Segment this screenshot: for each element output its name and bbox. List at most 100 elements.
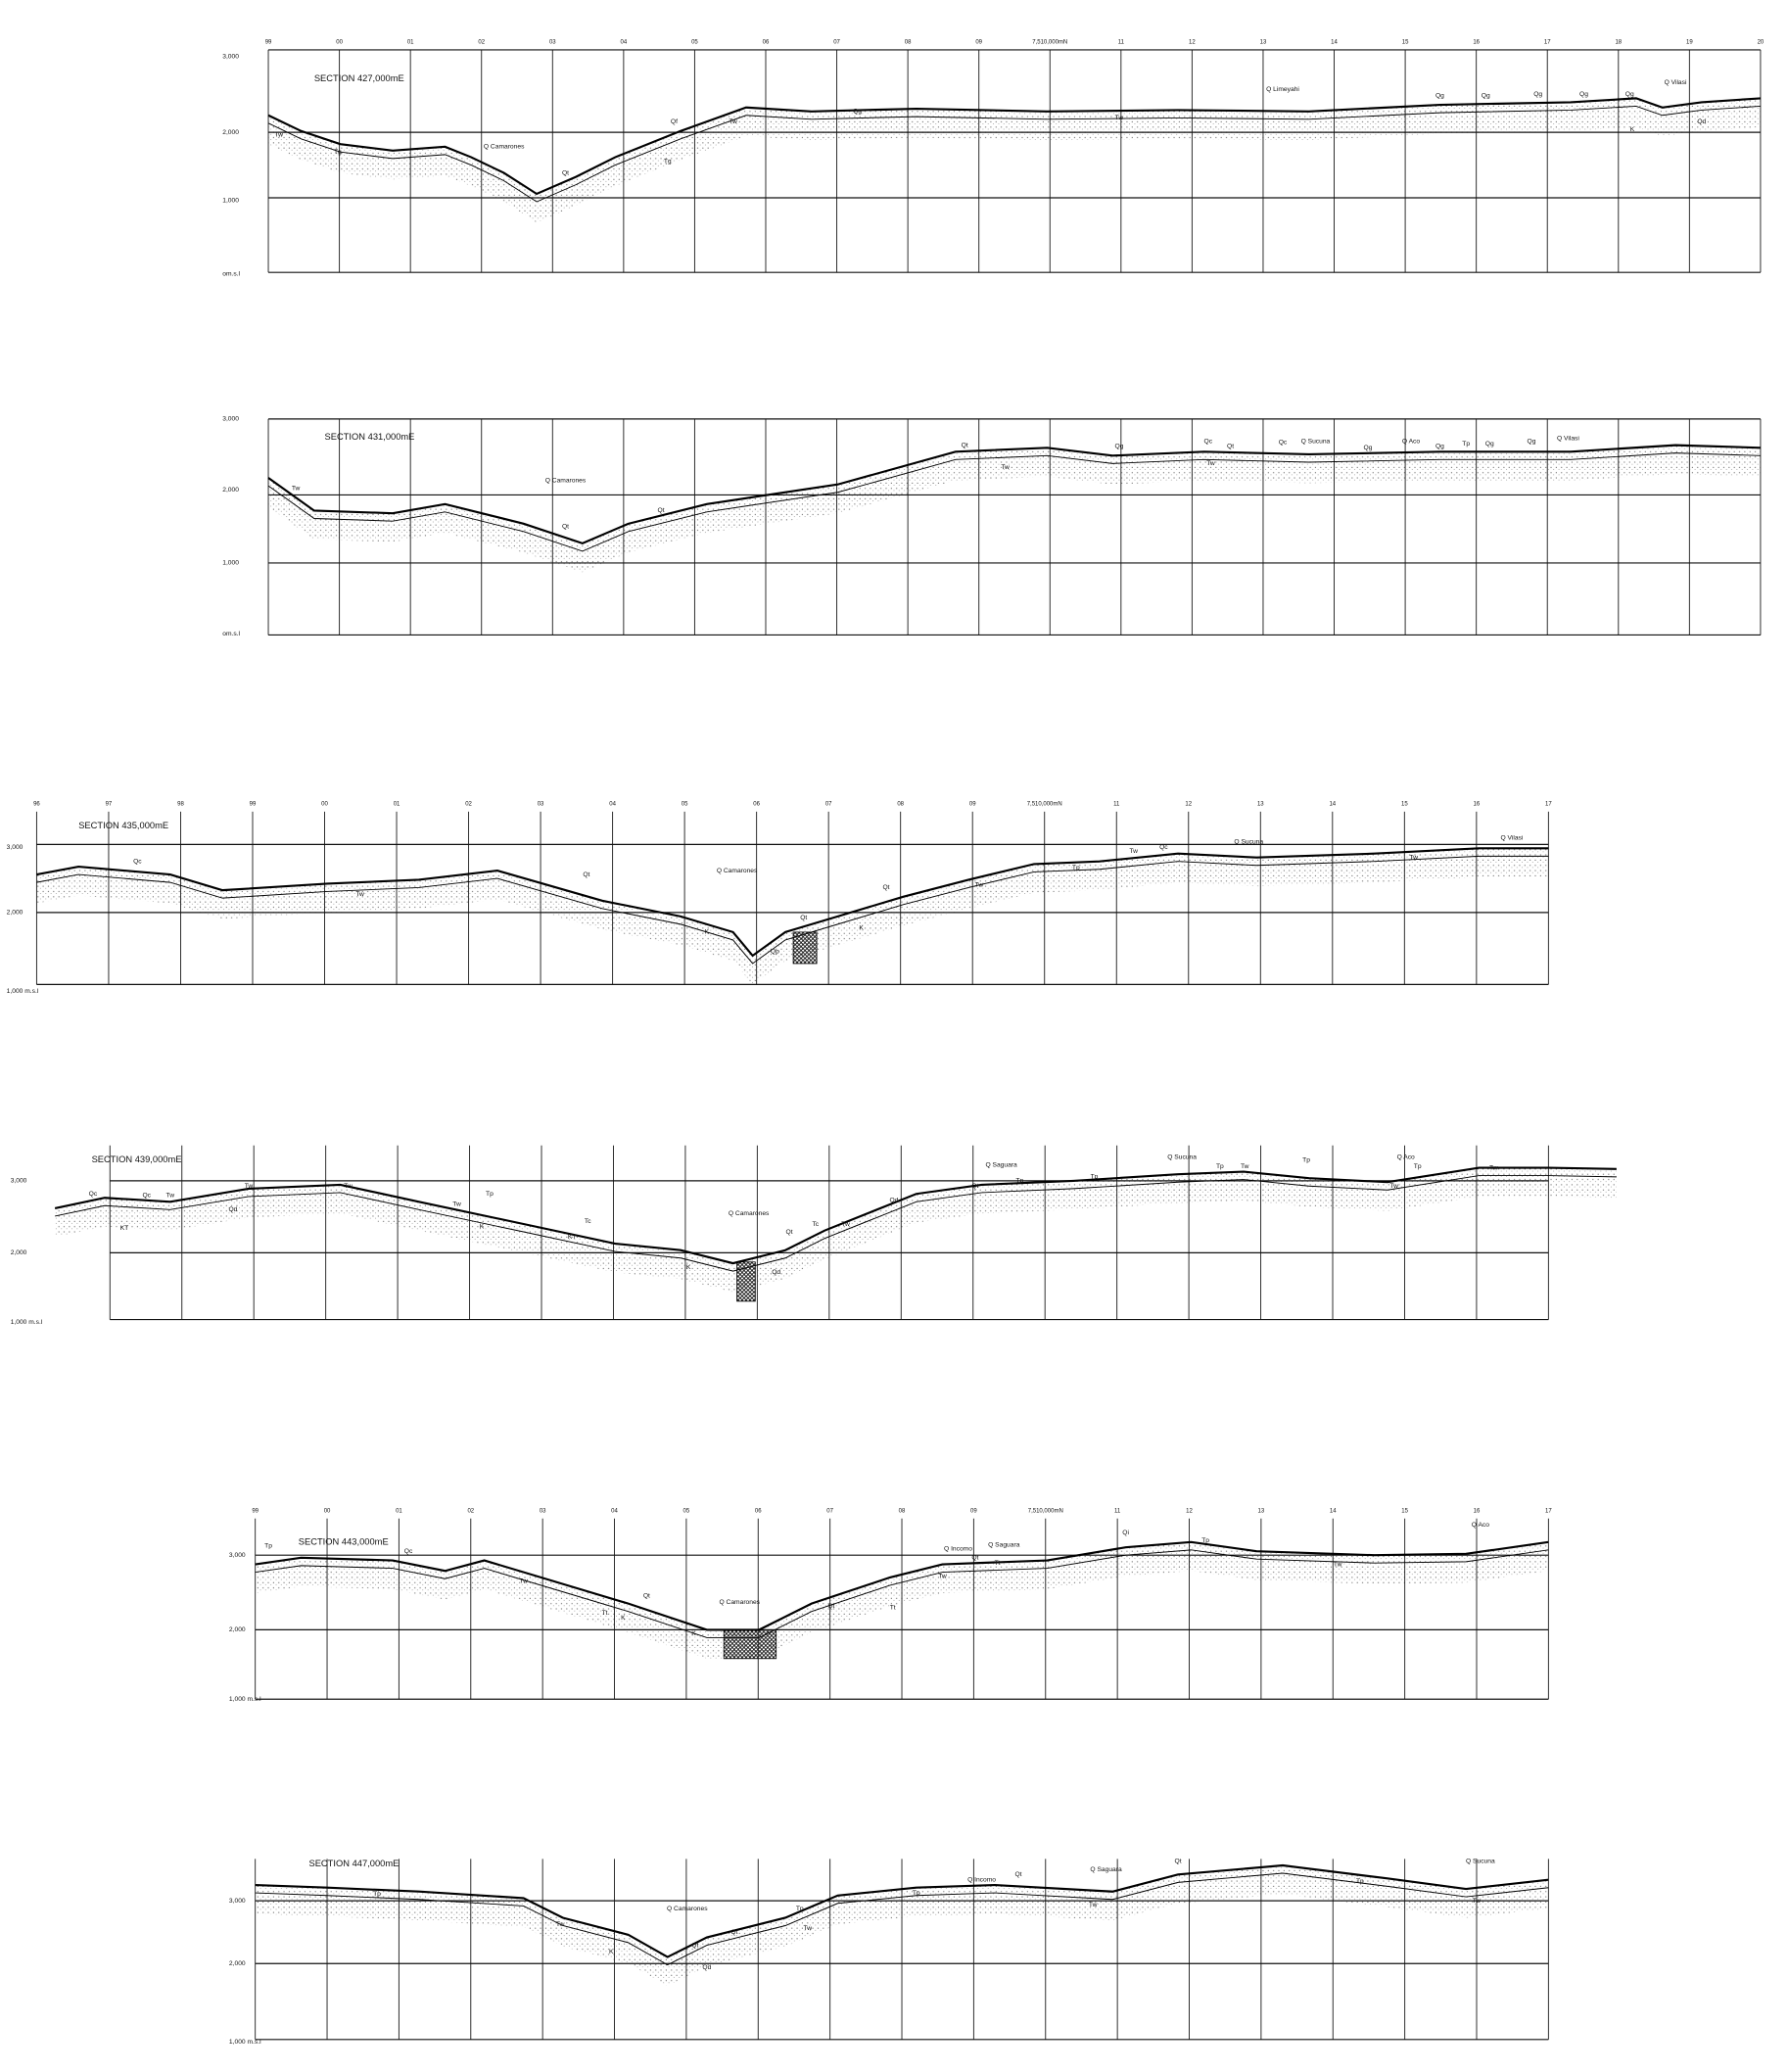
unit-label: Tw bbox=[1389, 1183, 1398, 1190]
column-label: 97 bbox=[106, 801, 113, 807]
column-label: 19 bbox=[1686, 40, 1693, 46]
elevation-label: 3,000 bbox=[229, 1898, 246, 1905]
unit-label: Tw bbox=[452, 1201, 461, 1208]
unit-label: Qt bbox=[1014, 1871, 1021, 1878]
column-label: 99 bbox=[265, 40, 272, 46]
unit-label: Qc bbox=[133, 858, 142, 865]
unit-label: Qc bbox=[89, 1191, 98, 1198]
unit-label: Qt bbox=[658, 507, 665, 514]
unit-label: Qc bbox=[142, 1192, 151, 1199]
column-label: 05 bbox=[683, 1508, 690, 1514]
column-label: 06 bbox=[763, 40, 770, 46]
unit-label: Tw bbox=[1089, 1902, 1098, 1908]
unit-label: Tw bbox=[344, 1183, 353, 1190]
unit-label: Tg bbox=[664, 158, 672, 165]
elevation-label: 3,000 bbox=[222, 53, 239, 60]
elevation-label: 1,000 m.s.l bbox=[7, 988, 39, 995]
column-label: 13 bbox=[1257, 801, 1264, 807]
unit-label: Qt bbox=[962, 442, 968, 448]
elevation-label: 1,000 bbox=[222, 197, 239, 204]
unit-label: Tp bbox=[1462, 441, 1470, 447]
unit-label: Q Camarones bbox=[545, 477, 587, 484]
unit-label: Q Sucuna bbox=[1466, 1859, 1495, 1865]
unit-label: Tp bbox=[913, 1890, 920, 1897]
column-label: 20 bbox=[1758, 40, 1764, 46]
unit-label: Qg bbox=[1625, 91, 1634, 98]
unit-label: Qg bbox=[1435, 444, 1444, 450]
elevation-label: om.s.l bbox=[222, 631, 240, 637]
column-label: 13 bbox=[1260, 40, 1267, 46]
column-label: 05 bbox=[682, 801, 688, 807]
unit-label: Q Incomo bbox=[944, 1545, 972, 1552]
unit-label: Tp bbox=[1216, 1163, 1224, 1170]
unit-label: Qf bbox=[671, 118, 678, 125]
elevation-label: 2,000 bbox=[7, 910, 24, 917]
unit-label: Q Sucuna bbox=[1234, 838, 1263, 845]
unit-label: Qc bbox=[404, 1548, 413, 1555]
unit-label: Q Aco bbox=[1402, 438, 1420, 445]
unit-label: Qt bbox=[800, 915, 807, 921]
unit-label: Tw bbox=[1473, 1898, 1482, 1905]
column-label: 00 bbox=[324, 1508, 331, 1514]
unit-label: Tp bbox=[796, 1906, 804, 1912]
unit-label: Qd bbox=[228, 1206, 237, 1213]
column-label: 08 bbox=[897, 801, 904, 807]
unit-label: K bbox=[859, 925, 864, 932]
column-label: 7,510,000mN bbox=[1027, 801, 1062, 807]
column-label: 01 bbox=[394, 801, 400, 807]
section: SECTION 431,000mE3,0002,0001,000om.s.lTw… bbox=[222, 416, 1761, 637]
unit-label: Qt bbox=[971, 1555, 978, 1562]
elevation-label: 2,000 bbox=[229, 1960, 246, 1967]
elevation-label: 3,000 bbox=[222, 416, 239, 423]
unit-label: Tw bbox=[355, 891, 364, 898]
column-label: 16 bbox=[1474, 801, 1481, 807]
column-label: 04 bbox=[621, 40, 628, 46]
unit-label: Q Sucuna bbox=[1167, 1154, 1197, 1161]
column-label: 99 bbox=[250, 801, 257, 807]
column-label: 98 bbox=[177, 801, 184, 807]
unit-label: K bbox=[691, 1630, 696, 1637]
unit-label: Tw bbox=[274, 132, 283, 139]
unit-label: Tt bbox=[890, 1604, 896, 1611]
unit-label: Tp bbox=[1302, 1156, 1310, 1163]
unit-label: Tp bbox=[1072, 865, 1080, 871]
column-label: 13 bbox=[1258, 1508, 1265, 1514]
column-label: 04 bbox=[609, 801, 616, 807]
column-label: 04 bbox=[611, 1508, 618, 1514]
section-title: SECTION 431,000mE bbox=[325, 432, 415, 442]
column-label: 07 bbox=[833, 40, 840, 46]
unit-label: Tc bbox=[812, 1221, 819, 1228]
unit-label: Qg bbox=[1533, 91, 1542, 98]
section-title: SECTION 435,000mE bbox=[78, 821, 168, 830]
section-title: SECTION 447,000mE bbox=[308, 1859, 399, 1868]
section: SECTION 435,000mE3,0002,0001,000 m.s.l96… bbox=[7, 801, 1553, 994]
unit-label: Qg bbox=[853, 109, 862, 116]
unit-label: Tw bbox=[1206, 460, 1215, 467]
unit-label: Qg bbox=[1579, 91, 1588, 98]
unit-label: Qp bbox=[771, 949, 779, 956]
column-label: 17 bbox=[1544, 40, 1551, 46]
unit-label: Qd bbox=[702, 1964, 711, 1971]
unit-label: Qd bbox=[890, 1198, 899, 1204]
unit-label: Q Aco bbox=[1397, 1154, 1415, 1161]
unit-label: Tp bbox=[1414, 1163, 1422, 1170]
unit-label: Qt bbox=[691, 1942, 698, 1949]
unit-label: Tw bbox=[1334, 1561, 1342, 1568]
breccia-pipe bbox=[724, 1629, 776, 1658]
column-label: 09 bbox=[975, 40, 982, 46]
unit-label: Tp bbox=[1015, 1178, 1023, 1185]
unit-label: Tp bbox=[1201, 1537, 1209, 1544]
column-label: 02 bbox=[467, 1508, 474, 1514]
column-label: 07 bbox=[826, 1508, 833, 1514]
unit-label: Qt bbox=[1175, 1859, 1182, 1865]
column-label: 08 bbox=[905, 40, 912, 46]
elevation-label: 2,000 bbox=[222, 129, 239, 136]
unit-label: Tg bbox=[334, 149, 342, 156]
unit-label: Qd bbox=[1697, 118, 1706, 125]
unit-label: Tw bbox=[1241, 1163, 1249, 1170]
unit-label: K bbox=[705, 929, 710, 936]
column-label: 05 bbox=[691, 40, 698, 46]
unit-label: Tw bbox=[166, 1192, 175, 1199]
column-label: 00 bbox=[336, 40, 343, 46]
elevation-label: 1,000 m.s.l bbox=[11, 1319, 43, 1326]
